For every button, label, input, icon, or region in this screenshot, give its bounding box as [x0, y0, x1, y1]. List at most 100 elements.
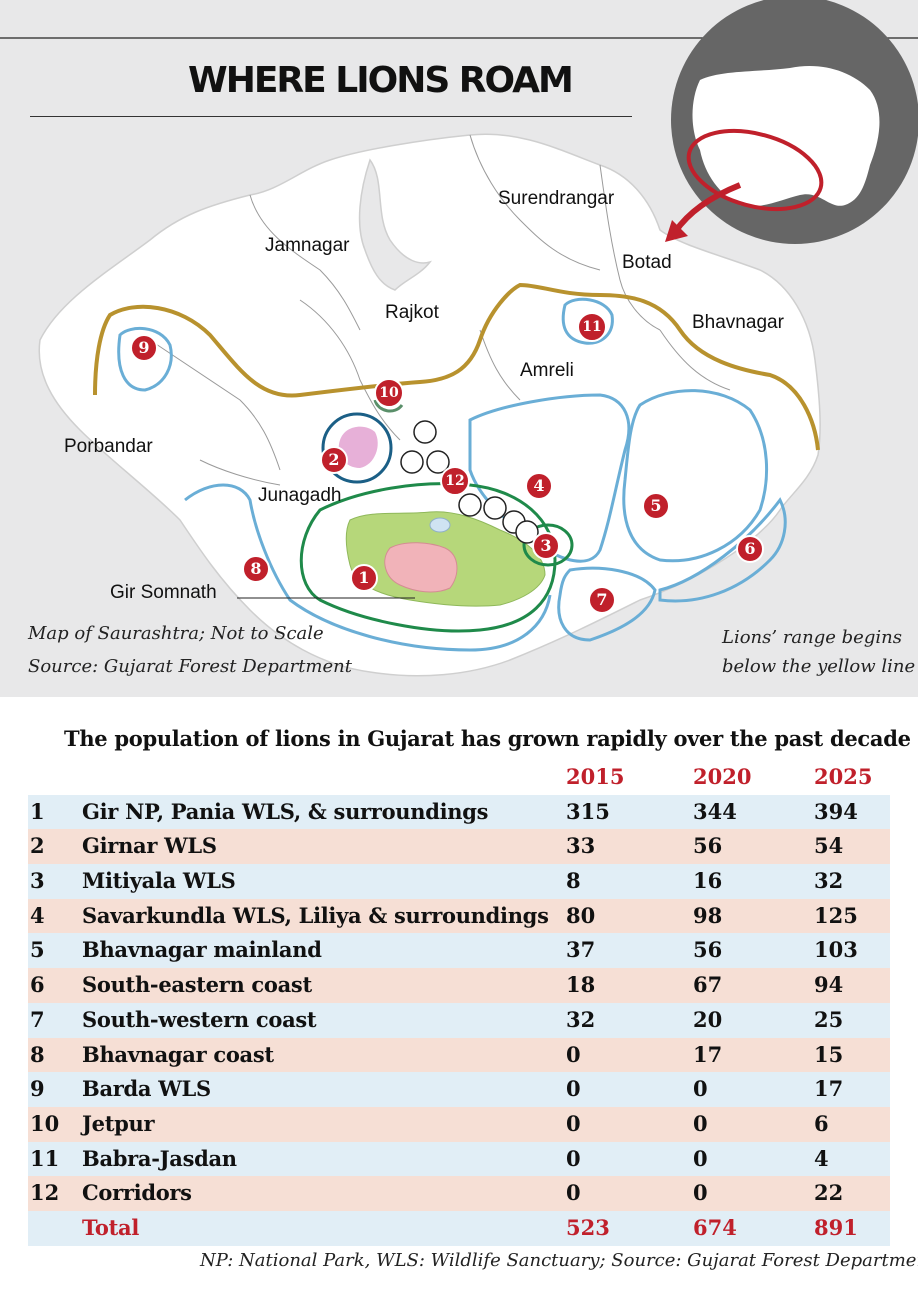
row-name: South-eastern coast	[82, 972, 312, 998]
title-rule	[30, 116, 632, 117]
gulf-notch	[358, 158, 433, 291]
row-number: 3	[30, 868, 45, 894]
total-label: Total	[82, 1214, 140, 1240]
row-value-2020: 0	[693, 1180, 708, 1206]
row-value-2015: 32	[566, 1006, 596, 1032]
inset-map	[665, 0, 918, 244]
row-value-2020: 16	[693, 868, 723, 894]
row-name: Babra-Jasdan	[82, 1145, 237, 1171]
row-value-2015: 8	[566, 868, 581, 894]
zone-marker-5: 5	[642, 492, 670, 520]
row-value-2025: 17	[814, 1076, 844, 1102]
row-value-2025: 22	[814, 1180, 844, 1206]
district-label-bhavnagar: Bhavnagar	[692, 312, 784, 333]
table-row: 12 Corridors 0 0 22	[28, 1176, 890, 1211]
district-boundaries	[149, 134, 731, 486]
table-row: 11 Babra-Jasdan 0 0 4	[28, 1141, 890, 1177]
table-total-row: Total 523 674 891	[28, 1210, 890, 1246]
row-value-2020: 344	[693, 798, 737, 824]
row-number: 4	[30, 902, 45, 928]
map-title: WHERE LIONS ROAM	[188, 60, 574, 101]
district-label-amreli: Amreli	[520, 360, 574, 381]
table-row: 7 South-western coast 32 20 25	[28, 1002, 890, 1038]
row-number: 1	[30, 798, 45, 824]
row-value-2015: 18	[566, 972, 596, 998]
row-value-2025: 15	[814, 1041, 844, 1067]
range-note-line1: Lions’ range begins	[722, 627, 902, 648]
district-label-botad: Botad	[622, 252, 672, 273]
row-number: 9	[30, 1076, 45, 1102]
row-value-2025: 94	[814, 972, 844, 998]
row-value-2015: 0	[566, 1076, 581, 1102]
table-row: 5 Bhavnagar mainland 37 56 103	[28, 933, 890, 969]
row-value-2020: 56	[693, 937, 723, 963]
row-value-2020: 0	[693, 1076, 708, 1102]
table-row: 2 Girnar WLS 33 56 54	[28, 829, 890, 865]
gir-core	[384, 542, 458, 593]
table-row: 1 Gir NP, Pania WLS, & surroundings 315 …	[28, 794, 890, 830]
row-number: 6	[30, 972, 45, 998]
row-value-2015: 315	[566, 798, 610, 824]
row-name: Jetpur	[82, 1110, 155, 1136]
header-year-2020: 2020	[693, 764, 752, 789]
zone-marker-3: 3	[532, 532, 560, 560]
row-number: 12	[30, 1180, 60, 1206]
zone-marker-10: 10	[374, 378, 404, 408]
lake	[429, 517, 451, 533]
row-number: 11	[30, 1145, 60, 1171]
row-value-2025: 394	[814, 798, 858, 824]
row-number: 2	[30, 833, 45, 859]
district-label-gir-somnath: Gir Somnath	[110, 582, 217, 603]
row-name: Gir NP, Pania WLS, & surroundings	[82, 798, 489, 824]
table-row: 8 Bhavnagar coast 0 17 15	[28, 1037, 890, 1073]
row-name: Mitiyala WLS	[82, 868, 236, 894]
population-table: 2015 2020 2025 1 Gir NP, Pania WLS, & su…	[28, 760, 890, 1246]
row-value-2025: 32	[814, 868, 844, 894]
zone-marker-8: 8	[242, 555, 270, 583]
row-value-2015: 0	[566, 1145, 581, 1171]
row-number: 5	[30, 937, 45, 963]
zone-marker-9: 9	[130, 334, 158, 362]
zone-marker-6: 6	[736, 535, 764, 563]
row-value-2025: 25	[814, 1006, 844, 1032]
table-title: The population of lions in Gujarat has g…	[64, 726, 911, 751]
lion-range-line	[93, 282, 820, 451]
district-label-junagadh: Junagadh	[258, 485, 342, 506]
district-label-jamnagar: Jamnagar	[265, 235, 350, 256]
row-value-2020: 56	[693, 833, 723, 859]
range-note-line2: below the yellow line	[722, 656, 916, 677]
row-value-2015: 80	[566, 902, 596, 928]
row-name: Girnar WLS	[82, 833, 217, 859]
row-value-2025: 125	[814, 902, 858, 928]
row-value-2015: 0	[566, 1110, 581, 1136]
row-value-2015: 37	[566, 937, 596, 963]
district-label-rajkot: Rajkot	[385, 302, 439, 323]
row-value-2015: 0	[566, 1180, 581, 1206]
table-row: 9 Barda WLS 0 0 17	[28, 1072, 890, 1107]
table-row: 3 Mitiyala WLS 8 16 32	[28, 864, 890, 899]
row-value-2020: 0	[693, 1110, 708, 1136]
zone-marker-1: 1	[350, 564, 378, 592]
table-row: 6 South-eastern coast 18 67 94	[28, 968, 890, 1003]
total-2015: 523	[566, 1214, 610, 1240]
row-name: Bhavnagar coast	[82, 1041, 274, 1067]
row-value-2020: 67	[693, 972, 723, 998]
total-2025: 891	[814, 1214, 858, 1240]
header-year-2025: 2025	[814, 764, 873, 789]
zone-marker-7: 7	[588, 586, 616, 614]
row-value-2015: 0	[566, 1041, 581, 1067]
table-row: 4 Savarkundla WLS, Liliya & surroundings…	[28, 898, 890, 934]
zone-marker-12: 12	[440, 466, 470, 496]
row-value-2020: 20	[693, 1006, 723, 1032]
row-value-2020: 98	[693, 902, 723, 928]
row-name: Corridors	[82, 1180, 192, 1206]
row-value-2015: 33	[566, 833, 596, 859]
jetpur-outline	[373, 399, 404, 413]
zone-marker-11: 11	[577, 312, 607, 342]
map-note-source: Source: Gujarat Forest Department	[28, 656, 352, 677]
corridor-circles	[400, 420, 539, 544]
row-value-2020: 0	[693, 1145, 708, 1171]
row-number: 10	[30, 1110, 60, 1136]
row-name: South-western coast	[82, 1006, 317, 1032]
map-note-scale: Map of Saurashtra; Not to Scale	[28, 623, 324, 644]
